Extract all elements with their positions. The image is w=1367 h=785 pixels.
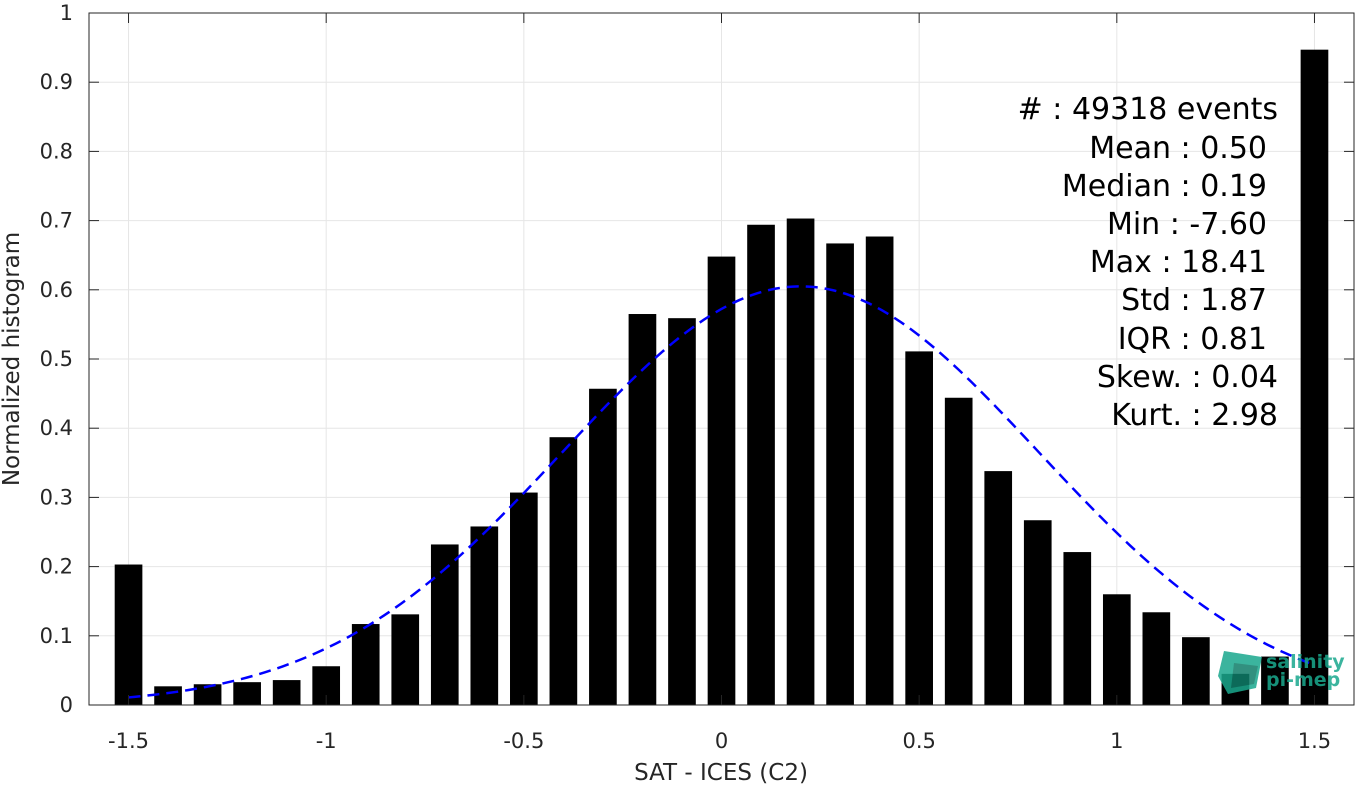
histogram-bar: [747, 224, 775, 705]
histogram-bar: [272, 680, 301, 705]
histogram-bar: [589, 388, 617, 705]
logo-text-salinity: salinity: [1266, 651, 1345, 673]
histogram-bar: [233, 682, 261, 705]
y-tick-label: 0.8: [40, 139, 73, 163]
y-tick-label: 0.7: [40, 209, 73, 233]
histogram-bar: [510, 492, 538, 705]
y-tick-label: 0.6: [40, 278, 73, 302]
logo-text-pimep: pi-mep: [1266, 669, 1340, 691]
x-tick-label: 0.5: [902, 729, 935, 753]
y-tick-label: 0.3: [40, 485, 73, 509]
histogram-bar: [1142, 612, 1171, 705]
histogram-bar: [549, 437, 578, 705]
x-tick-label: 0: [715, 729, 728, 753]
histogram-bar: [628, 314, 657, 705]
x-tick-label: -0.5: [503, 729, 544, 753]
y-tick-label: 0.5: [40, 347, 73, 371]
x-axis-label: SAT - ICES (C2): [634, 760, 808, 785]
histogram-bar: [430, 544, 459, 705]
stat-kurt: Kurt. : 2.98: [1111, 398, 1278, 433]
histogram-bar: [707, 256, 736, 705]
histogram-bar: [1261, 656, 1289, 705]
histogram-bar: [668, 318, 696, 705]
histogram-bar: [1063, 552, 1092, 705]
histogram-bar: [1102, 594, 1131, 705]
y-axis-ticks: 0 0.1 0.2 0.3 0.4 0.5 0.6 0.7 0.8 0.9 1: [40, 1, 1354, 717]
y-tick-label: 1: [60, 1, 73, 25]
stat-iqr: IQR : 0.81: [1118, 322, 1267, 357]
histogram-bars: [114, 49, 1329, 706]
x-tick-label: 1: [1110, 729, 1123, 753]
logo-mark-shade: [1231, 663, 1258, 688]
y-tick-label: 0: [60, 693, 73, 717]
histogram-bar: [984, 471, 1013, 705]
stat-max: Max : 18.41: [1090, 245, 1267, 280]
histogram-bar: [470, 526, 499, 705]
histogram-bar: [154, 686, 182, 705]
y-tick-label: 0.2: [40, 555, 73, 579]
histogram-bar: [826, 243, 854, 705]
stats-annotation: # : 49318 events Mean : 0.50 Median : 0.…: [1018, 92, 1278, 433]
histogram-bar: [944, 397, 973, 705]
histogram-bar: [1300, 49, 1329, 705]
histogram-bar: [1023, 520, 1052, 705]
stat-min: Min : -7.60: [1107, 207, 1267, 242]
histogram-bar: [114, 564, 143, 705]
histogram-bar: [1182, 637, 1210, 705]
normal-fit-curve: [128, 285, 1315, 699]
stat-events: # : 49318 events: [1018, 92, 1278, 127]
y-tick-label: 0.1: [40, 624, 73, 648]
histogram-bar: [391, 614, 420, 705]
histogram-bar: [905, 351, 933, 705]
x-tick-label: 1.5: [1298, 729, 1331, 753]
y-tick-label: 0.9: [40, 70, 73, 94]
y-axis-label: Normalized histogram: [0, 232, 25, 486]
histogram-bar: [351, 624, 380, 705]
stat-std: Std : 1.87: [1121, 283, 1267, 318]
x-tick-label: -1: [316, 729, 337, 753]
histogram-bar: [193, 684, 222, 705]
x-tick-label: -1.5: [108, 729, 149, 753]
stat-skew: Skew. : 0.04: [1097, 360, 1278, 395]
stat-median: Median : 0.19: [1062, 169, 1267, 204]
stat-mean: Mean : 0.50: [1089, 131, 1267, 166]
histogram-bar: [865, 236, 894, 706]
y-tick-label: 0.4: [40, 416, 73, 440]
salinity-pimep-logo: salinity pi-mep: [1218, 651, 1345, 694]
histogram-bar: [786, 218, 815, 706]
x-axis-ticks: -1.5 -1 -0.5 0 0.5 1 1.5: [108, 13, 1331, 753]
